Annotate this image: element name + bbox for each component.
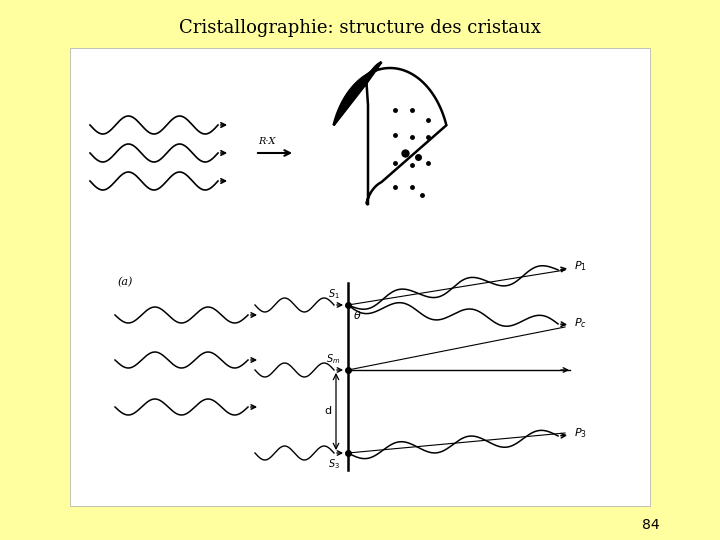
Text: $S_3$: $S_3$ xyxy=(328,457,340,471)
Text: d: d xyxy=(325,407,332,416)
Text: $P_c$: $P_c$ xyxy=(574,316,587,330)
Text: 84: 84 xyxy=(642,518,660,532)
Polygon shape xyxy=(333,62,446,205)
Text: (a): (a) xyxy=(118,276,133,287)
Text: $P_1$: $P_1$ xyxy=(574,259,587,273)
Polygon shape xyxy=(333,62,382,125)
FancyBboxPatch shape xyxy=(70,48,650,506)
Text: R·X: R·X xyxy=(258,137,276,146)
Text: $\theta$: $\theta$ xyxy=(353,309,361,321)
Text: $P_3$: $P_3$ xyxy=(574,426,587,440)
Text: Cristallographie: structure des cristaux: Cristallographie: structure des cristaux xyxy=(179,19,541,37)
Text: $S_m$: $S_m$ xyxy=(325,352,340,366)
Text: $S_1$: $S_1$ xyxy=(328,287,340,301)
